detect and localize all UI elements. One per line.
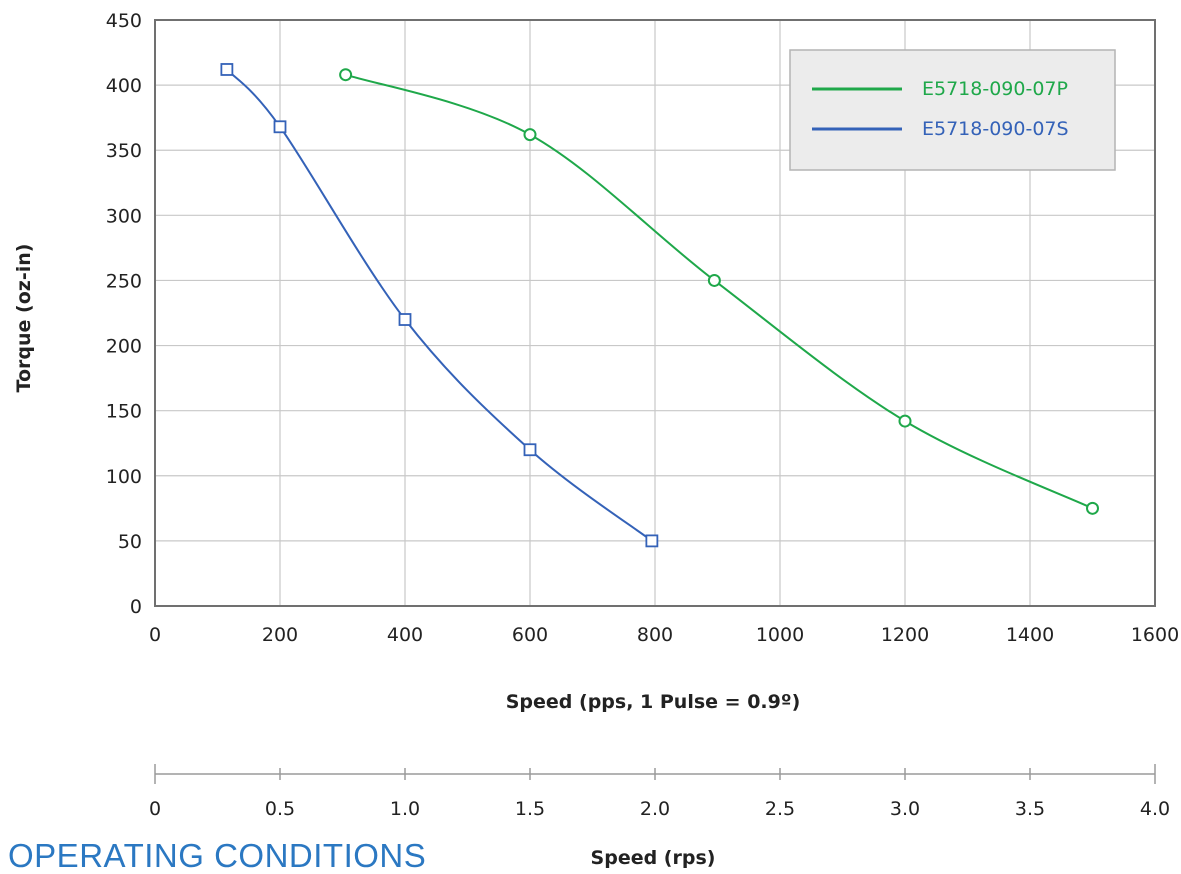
y-tick-label: 350 <box>106 140 142 162</box>
legend-label: E5718-090-07P <box>922 78 1068 100</box>
secondary-tick-label: 0.5 <box>265 798 295 820</box>
secondary-tick-label: 1.0 <box>390 798 420 820</box>
legend-label: E5718-090-07S <box>922 118 1069 140</box>
y-tick-label: 100 <box>106 466 142 488</box>
data-point-square <box>398 313 412 326</box>
secondary-tick-label: 2.0 <box>640 798 670 820</box>
legend-box <box>789 49 1116 171</box>
y-tick-label: 300 <box>106 205 142 227</box>
y-tick-label: 450 <box>106 10 142 32</box>
series-E5718-090-07P <box>339 68 1099 515</box>
secondary-rps-axis: 0 0.5 1.0 1.5 2.0 2.5 3.0 3.5 4.0 <box>149 764 1170 820</box>
data-point-circle <box>898 414 912 428</box>
y-tick-label: 150 <box>106 401 142 423</box>
y-axis-ticks: 0 50 100 150 200 250 300 350 400 450 <box>106 10 142 618</box>
x-tick-label: 200 <box>262 624 298 646</box>
y-tick-label: 50 <box>118 531 142 553</box>
data-point-circle <box>523 128 537 142</box>
y-axis-title: Torque (oz-in) <box>13 244 35 393</box>
x-tick-label: 600 <box>512 624 548 646</box>
x-tick-label: 1600 <box>1131 624 1179 646</box>
section-heading: OPERATING CONDITIONS <box>8 837 427 874</box>
data-point-circle <box>707 273 721 287</box>
series-E5718-090-07S <box>220 63 659 548</box>
x-tick-label: 1000 <box>756 624 804 646</box>
secondary-tick-label: 4.0 <box>1140 798 1170 820</box>
data-point-square <box>645 534 659 548</box>
x-axis-title: Speed (pps, 1 Pulse = 0.9º) <box>506 691 801 713</box>
y-tick-label: 200 <box>106 336 142 358</box>
data-point-circle <box>1086 501 1099 515</box>
x-tick-label: 400 <box>387 624 423 646</box>
secondary-tick-label: 0 <box>149 798 161 820</box>
y-tick-label: 400 <box>106 75 142 97</box>
x-tick-label: 0 <box>149 624 161 646</box>
y-tick-label: 250 <box>106 270 142 292</box>
x-tick-label: 800 <box>637 624 673 646</box>
data-point-circle <box>339 68 353 82</box>
y-tick-label: 0 <box>130 596 142 618</box>
series <box>220 63 1099 548</box>
secondary-tick-label: 3.0 <box>890 798 920 820</box>
data-point-square <box>220 63 234 76</box>
data-point-square <box>273 120 287 134</box>
x-tick-label: 1400 <box>1006 624 1054 646</box>
secondary-tick-label: 3.5 <box>1015 798 1045 820</box>
plot-frame <box>154 19 1156 607</box>
legend: E5718-090-07P E5718-090-07S <box>789 49 1116 171</box>
secondary-axis-title: Speed (rps) <box>591 847 716 869</box>
secondary-tick-label: 1.5 <box>515 798 545 820</box>
series-line <box>226 68 653 542</box>
x-axis-ticks: 0 200 400 600 800 1000 1200 1400 1600 <box>149 624 1179 646</box>
x-tick-label: 1200 <box>881 624 929 646</box>
data-point-square <box>523 443 537 457</box>
secondary-tick-label: 2.5 <box>765 798 795 820</box>
